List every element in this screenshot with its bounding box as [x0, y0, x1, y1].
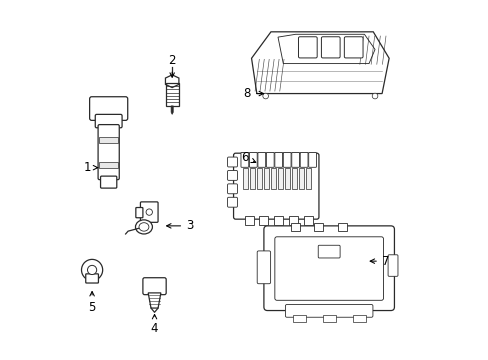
Bar [249, 168, 254, 189]
Text: 4: 4 [150, 315, 158, 335]
Circle shape [81, 259, 102, 280]
Bar [270, 168, 275, 189]
FancyBboxPatch shape [98, 125, 119, 180]
Polygon shape [278, 34, 374, 64]
FancyBboxPatch shape [308, 153, 316, 167]
Bar [305, 168, 310, 189]
Bar [165, 83, 178, 106]
FancyBboxPatch shape [285, 305, 372, 317]
Polygon shape [148, 293, 161, 308]
FancyBboxPatch shape [140, 202, 158, 222]
Circle shape [87, 265, 97, 275]
FancyBboxPatch shape [233, 153, 318, 219]
Text: 6: 6 [240, 150, 255, 163]
Bar [99, 137, 118, 143]
Circle shape [263, 93, 268, 99]
Circle shape [371, 93, 377, 99]
FancyBboxPatch shape [291, 153, 299, 167]
FancyBboxPatch shape [264, 226, 394, 311]
Bar [322, 315, 335, 322]
FancyBboxPatch shape [227, 157, 237, 167]
Bar [303, 216, 312, 225]
Bar [291, 168, 296, 189]
Bar [264, 168, 268, 189]
Bar [292, 315, 305, 322]
Bar [99, 162, 118, 168]
FancyBboxPatch shape [274, 237, 383, 300]
Bar [274, 216, 283, 225]
FancyBboxPatch shape [387, 255, 397, 276]
Ellipse shape [135, 220, 152, 234]
Text: 3: 3 [166, 219, 193, 232]
FancyBboxPatch shape [298, 37, 317, 58]
FancyBboxPatch shape [249, 153, 257, 167]
FancyBboxPatch shape [300, 153, 307, 167]
Text: 2: 2 [168, 54, 176, 77]
FancyBboxPatch shape [274, 153, 282, 167]
Circle shape [146, 209, 152, 215]
FancyBboxPatch shape [257, 251, 270, 284]
FancyBboxPatch shape [241, 153, 248, 167]
Polygon shape [165, 75, 179, 87]
Bar [291, 224, 299, 231]
Bar [352, 315, 365, 322]
Text: 8: 8 [243, 87, 263, 100]
FancyArrow shape [171, 106, 173, 114]
FancyBboxPatch shape [227, 171, 237, 180]
Bar [244, 216, 253, 225]
Polygon shape [251, 32, 388, 94]
FancyBboxPatch shape [257, 153, 265, 167]
Text: 1: 1 [83, 161, 98, 174]
Bar [314, 224, 322, 231]
Text: 5: 5 [88, 292, 96, 314]
FancyBboxPatch shape [142, 278, 166, 294]
Bar [299, 168, 304, 189]
FancyBboxPatch shape [227, 197, 237, 207]
FancyBboxPatch shape [321, 37, 340, 58]
FancyBboxPatch shape [318, 245, 340, 258]
FancyBboxPatch shape [227, 184, 237, 194]
FancyBboxPatch shape [344, 37, 362, 58]
FancyBboxPatch shape [266, 153, 274, 167]
Text: 7: 7 [369, 255, 388, 267]
FancyBboxPatch shape [136, 207, 142, 218]
FancyBboxPatch shape [89, 97, 127, 120]
FancyBboxPatch shape [95, 114, 122, 128]
Bar [278, 168, 283, 189]
Bar [256, 168, 261, 189]
FancyBboxPatch shape [283, 153, 290, 167]
Bar [285, 168, 289, 189]
Bar [242, 168, 247, 189]
FancyBboxPatch shape [101, 176, 117, 188]
FancyBboxPatch shape [85, 274, 98, 283]
Ellipse shape [139, 223, 148, 231]
Bar [288, 216, 298, 225]
Bar [259, 216, 268, 225]
Bar [338, 224, 346, 231]
